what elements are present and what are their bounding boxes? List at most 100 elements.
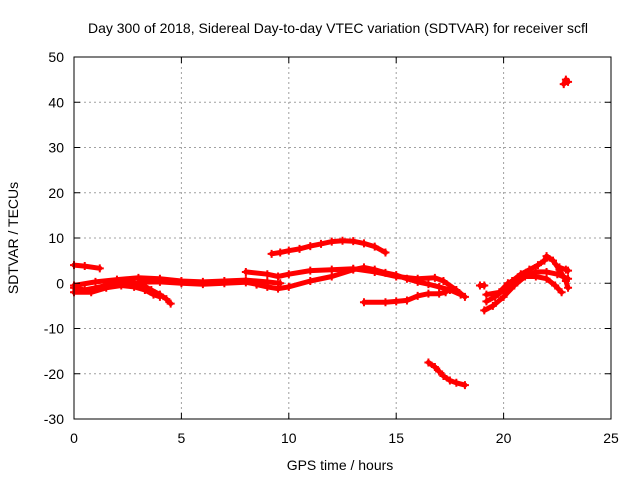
data-point [445,376,454,385]
data-track [475,281,489,290]
data-point [220,279,229,288]
data-track [359,288,450,307]
data-point [460,292,469,301]
data-point [561,276,570,285]
data-point [542,252,551,261]
data-point [327,237,336,246]
data-point [381,298,390,307]
data-point [564,77,573,86]
data-point [402,296,411,305]
x-tick-label: 10 [281,430,297,446]
data-point [284,282,293,291]
x-tick-label: 20 [496,430,512,446]
data-point [155,277,164,286]
data-point [413,291,422,300]
data-point [439,372,448,381]
data-point [134,278,143,287]
data-point [284,246,293,255]
data-series [70,75,573,390]
data-track [267,236,390,258]
y-tick-label: 10 [48,230,64,246]
data-point [533,261,542,270]
data-point [424,289,433,298]
data-point [381,268,390,277]
x-tick-label: 0 [70,430,78,446]
data-point [306,242,315,251]
data-point [555,263,564,272]
data-point [516,272,525,281]
y-tick-label: -10 [44,321,64,337]
data-point [480,281,489,290]
data-point [263,282,272,291]
data-point [349,265,358,274]
x-tick-label: 15 [388,430,404,446]
data-point [177,279,186,288]
data-point [327,265,336,274]
data-point [381,248,390,257]
data-point [80,262,89,271]
data-track [482,272,566,299]
data-point [274,272,283,281]
data-point [276,248,285,257]
data-track [70,281,164,301]
data-point [349,237,358,246]
data-point [117,281,126,290]
data-point [430,273,439,282]
data-point [252,280,261,289]
data-point [402,274,411,283]
data-point [149,290,158,299]
data-point [452,378,461,387]
data-point [359,263,368,272]
data-point [542,267,551,276]
data-point [439,276,448,285]
data-point [241,267,250,276]
data-point [499,292,508,301]
data-point [359,239,368,248]
data-point [480,306,489,315]
y-tick-label: -20 [44,366,64,382]
data-point [359,298,368,307]
x-tick-label: 5 [178,430,186,446]
y-axis-label: SDTVAR / TECUs [5,182,21,294]
data-point [198,280,207,289]
data-point [435,282,444,291]
data-point [112,275,121,284]
data-point [162,295,171,304]
data-point [503,279,512,288]
data-track-line [483,274,565,298]
data-track [252,263,465,299]
data-point [542,274,551,283]
data-point [445,286,454,295]
data-point [488,301,497,310]
chart-title: Day 300 of 2018, Sidereal Day-to-day VTE… [88,20,588,36]
data-point [306,266,315,275]
y-tick-label: 30 [48,140,64,156]
data-point [130,282,139,291]
y-tick-label: 40 [48,94,64,110]
data-point [564,283,573,292]
data-point [424,280,433,289]
data-track [70,261,104,273]
data-point [267,249,276,258]
data-point [87,288,96,297]
data-point [102,283,111,292]
data-point [531,272,540,281]
y-tick-label: 20 [48,185,64,201]
data-track [559,75,573,89]
y-tick-label: 0 [56,275,64,291]
data-point [441,288,450,297]
data-point [140,286,149,295]
data-point [549,256,558,265]
data-point [295,244,304,253]
data-point [392,297,401,306]
data-point [370,242,379,251]
data-point [370,265,379,274]
data-point [263,270,272,279]
data-point [482,297,491,306]
data-point [435,367,444,376]
data-point [241,278,250,287]
data-point [564,266,573,275]
data-point [430,362,439,371]
data-track [424,358,469,390]
